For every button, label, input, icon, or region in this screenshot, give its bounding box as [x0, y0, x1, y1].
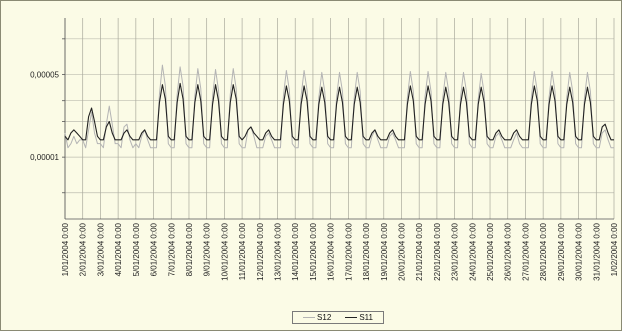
legend-swatch-s11: [345, 317, 358, 318]
x-tick-label-15: 16/01/2004 0:00: [327, 222, 336, 280]
series-line-s12: [64, 64, 614, 149]
legend: S12 S11: [292, 311, 384, 324]
legend-item-s11: S11: [345, 313, 373, 322]
legend-label-s11: S11: [359, 313, 373, 322]
legend-item-s12: S12: [303, 313, 331, 322]
x-tick-label-5: 6/01/2004 0:00: [150, 222, 159, 276]
x-tick-label-0: 1/01/2004 0:00: [61, 222, 70, 276]
x-tick-label-7: 8/01/2004 0:00: [185, 222, 194, 276]
legend-label-s12: S12: [317, 313, 332, 322]
y-tick-label-0: 0,00005: [30, 70, 59, 79]
x-tick-label-9: 10/01/2004 0:00: [220, 222, 229, 280]
x-tick-label-8: 9/01/2004 0:00: [203, 222, 212, 276]
x-tick-label-11: 12/01/2004 0:00: [256, 222, 265, 280]
x-tick-label-19: 20/01/2004 0:00: [397, 222, 406, 280]
x-tick-label-4: 5/01/2004 0:00: [132, 222, 141, 276]
x-tick-label-2: 3/01/2004 0:00: [96, 222, 105, 276]
x-tick-label-22: 23/01/2004 0:00: [451, 222, 460, 280]
x-tick-label-18: 19/01/2004 0:00: [380, 222, 389, 280]
y-tick-label-1: 0,00001: [30, 153, 59, 162]
x-tick-label-10: 11/01/2004 0:00: [238, 222, 247, 280]
x-tick-label-25: 26/01/2004 0:00: [504, 222, 513, 280]
x-tick-label-29: 30/01/2004 0:00: [575, 222, 584, 280]
x-tick-label-20: 21/01/2004 0:00: [415, 222, 424, 280]
x-tick-label-16: 17/01/2004 0:00: [344, 222, 353, 280]
x-tick-label-27: 28/01/2004 0:00: [539, 222, 548, 280]
x-tick-label-12: 13/01/2004 0:00: [274, 222, 283, 280]
x-tick-label-17: 18/01/2004 0:00: [362, 222, 371, 280]
x-tick-label-24: 25/01/2004 0:00: [486, 222, 495, 280]
x-tick-label-1: 2/01/2004 0:00: [79, 222, 88, 276]
x-tick-label-3: 4/01/2004 0:00: [114, 222, 123, 276]
x-tick-label-13: 14/01/2004 0:00: [291, 222, 300, 280]
x-tick-label-23: 24/01/2004 0:00: [468, 222, 477, 280]
x-tick-label-6: 7/01/2004 0:00: [167, 222, 176, 276]
x-tick-label-30: 31/01/2004 0:00: [592, 222, 601, 280]
series-line-s11: [64, 82, 614, 141]
x-tick-label-31: 1/02/2004 0:00: [610, 222, 619, 276]
x-tick-label-26: 27/01/2004 0:00: [521, 222, 530, 280]
x-tick-label-28: 29/01/2004 0:00: [557, 222, 566, 280]
x-tick-label-14: 15/01/2004 0:00: [309, 222, 318, 280]
x-tick-label-21: 22/01/2004 0:00: [433, 222, 442, 280]
legend-swatch-s12: [303, 317, 316, 318]
